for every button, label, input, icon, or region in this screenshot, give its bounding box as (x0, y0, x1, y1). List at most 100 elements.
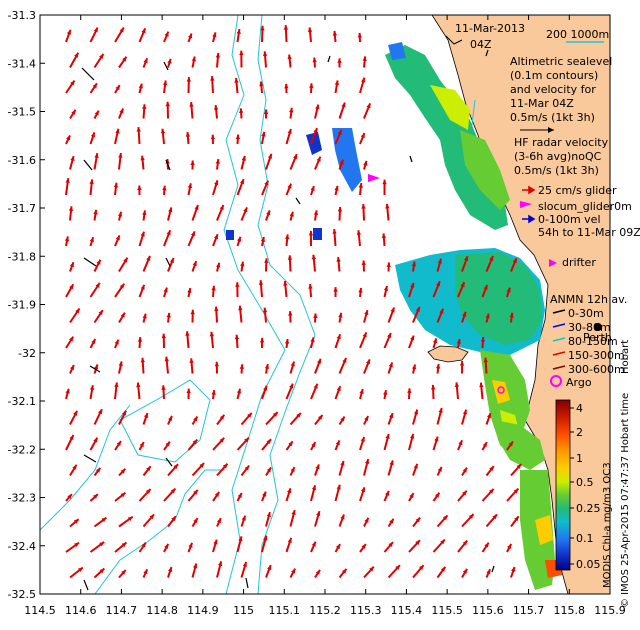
y-tick-label: -31.4 (8, 57, 36, 70)
colorbar (555, 399, 571, 571)
velocity-arrow-head (235, 134, 241, 140)
velocity-arrow-head (199, 463, 205, 468)
velocity-arrow-head (137, 185, 142, 191)
velocity-arrow-head (210, 134, 216, 140)
velocity-arrow-head (407, 388, 412, 393)
velocity-arrow-head (315, 464, 320, 470)
velocity-arrow-head (215, 52, 221, 58)
legend-anmn-item-3: 80-150m (568, 335, 618, 348)
velocity-arrow-head (187, 288, 192, 293)
velocity-arrow-head (312, 57, 317, 63)
velocity-arrow-head (141, 28, 146, 34)
velocity-arrow-head (435, 492, 440, 498)
velocity-arrow-head (410, 282, 415, 288)
velocity-arrow-head (283, 25, 289, 30)
velocity-arrow-head (389, 518, 394, 524)
velocity-arrow-head (118, 361, 123, 367)
velocity-arrow-head (222, 463, 228, 469)
velocity-arrow-head (145, 489, 151, 494)
x-tick-label: 115.9 (594, 604, 626, 617)
perth-label: Perth (583, 331, 612, 344)
velocity-arrow-head (287, 128, 292, 134)
velocity-arrow-head (385, 490, 390, 496)
velocity-arrow-head (241, 155, 246, 161)
velocity-arrow-head (311, 254, 316, 260)
velocity-arrow-head (162, 185, 167, 191)
velocity-arrow-head (211, 390, 216, 395)
velocity-arrow-head (386, 262, 391, 268)
x-tick-label: 114.5 (24, 604, 56, 617)
velocity-arrow-head (361, 260, 366, 266)
velocity-arrow-head (308, 230, 314, 236)
velocity-arrow-head (332, 30, 338, 36)
velocity-arrow-head (168, 415, 173, 421)
velocity-arrow-head (479, 382, 484, 388)
legend-glider-arrow (522, 185, 536, 195)
velocity-arrow-head (68, 336, 74, 342)
velocity-arrow-head (440, 566, 446, 572)
velocity-arrow-head (342, 357, 347, 363)
velocity-arrow-head (140, 284, 145, 290)
velocity-arrow-head (240, 261, 245, 267)
velocity-arrow-head (388, 542, 393, 547)
imos-credit: © IMOS 25-Apr-2015 07:47:37 Hobart time (620, 393, 631, 608)
velocity-arrow-head (336, 334, 341, 340)
velocity-arrow-head (171, 516, 176, 522)
velocity-arrow-head (313, 313, 318, 319)
velocity-arrow-head (99, 541, 105, 547)
y-tick-label: -31.7 (8, 202, 36, 215)
velocity-arrow-head (189, 102, 194, 107)
velocity-arrow-head (241, 515, 246, 521)
velocity-arrow-head (509, 312, 514, 318)
velocity-arrow-head (214, 491, 220, 497)
velocity-arrow-head (193, 518, 198, 524)
velocity-arrow-head (186, 77, 191, 82)
x-tick-label: 114.9 (187, 604, 219, 617)
velocity-arrow-head (140, 155, 145, 161)
velocity-arrow-head (236, 236, 242, 242)
argo-float-marker (497, 386, 505, 394)
velocity-arrow-head (72, 464, 77, 470)
legend-anmn-title: ANMN 12h av. (550, 293, 627, 306)
velocity-arrow-head (316, 358, 322, 364)
legend-glider-4: 54h to 11-Mar 09Z (538, 226, 640, 239)
y-axis-ticks: -31.3 -31.4 -31.5 -31.6 -31.7 -31.8 -31.9 -32 -3… (8, 9, 45, 601)
velocity-arrow-head (168, 207, 173, 213)
velocity-arrow-head (161, 385, 166, 390)
velocity-arrow-head (316, 156, 321, 162)
velocity-arrow-head (95, 467, 101, 473)
velocity-arrow-head (120, 312, 125, 318)
velocity-arrow-head (362, 56, 367, 62)
x-tick-label: 114.8 (146, 604, 178, 617)
velocity-arrow-head (365, 359, 371, 365)
velocity-arrow-head (385, 434, 390, 439)
velocity-arrow-head (114, 339, 119, 345)
anmn-arrow (83, 579, 89, 591)
legend-argo: Argo (566, 376, 592, 389)
colorbar-tick-label: 2 (576, 426, 583, 439)
velocity-arrow-head (411, 364, 417, 370)
velocity-arrow-head (266, 467, 272, 473)
velocity-arrow-head (267, 153, 273, 159)
velocity-arrow-head (356, 230, 362, 235)
velocity-arrow-head (359, 389, 364, 394)
velocity-arrow-head (91, 339, 96, 345)
velocity-arrow-head (160, 128, 166, 134)
velocity-arrow-head (442, 515, 448, 521)
velocity-arrow-head (362, 332, 367, 338)
y-tick-label: -32.1 (8, 395, 36, 408)
velocity-arrow-head (361, 544, 366, 549)
anmn-arrow (327, 55, 331, 63)
velocity-arrow-head (99, 53, 104, 59)
velocity-arrow-head (315, 104, 320, 110)
velocity-arrow-head (120, 468, 126, 474)
velocity-arrow-head (385, 203, 390, 209)
velocity-arrow-head (336, 484, 341, 490)
velocity-arrow-head (358, 183, 363, 188)
velocity-arrow-head (146, 466, 151, 472)
velocity-arrow-head (439, 308, 444, 314)
velocity-arrow-head (288, 311, 293, 316)
anmn-velocity-arrows (81, 49, 495, 591)
velocity-arrow-head (284, 339, 290, 344)
